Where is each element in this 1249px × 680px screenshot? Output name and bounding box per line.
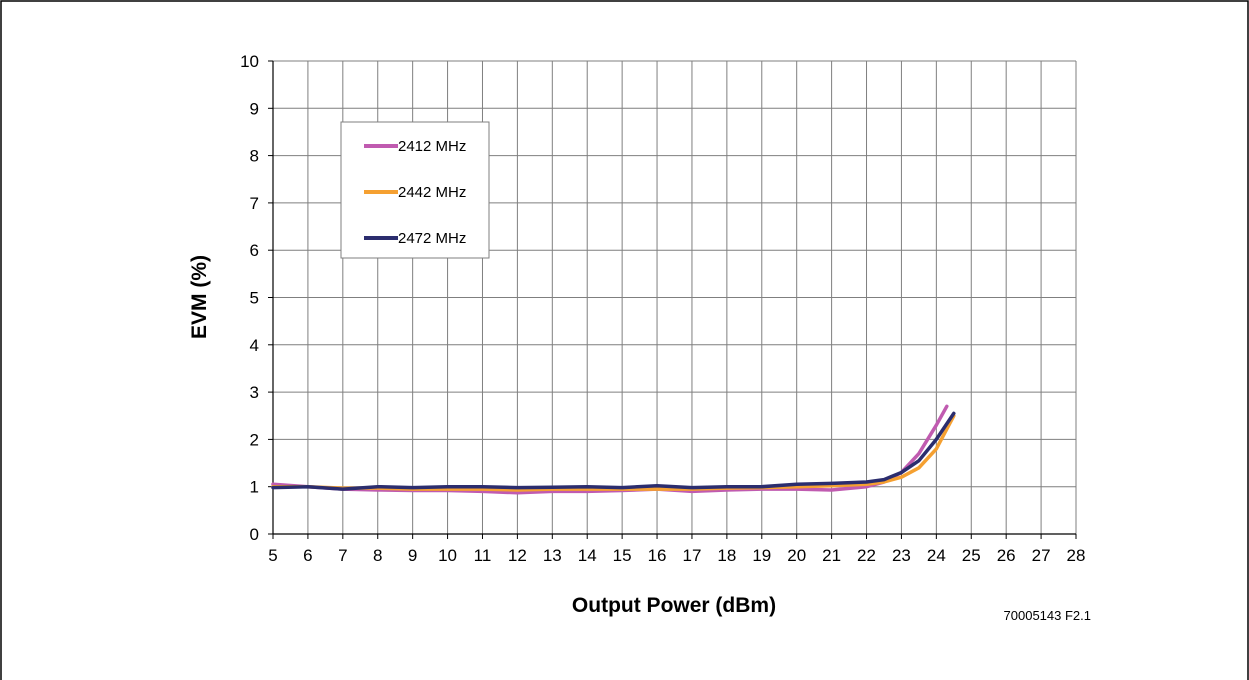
y-tick-label: 4 [250, 336, 259, 355]
y-tick-label: 2 [250, 430, 259, 449]
x-tick-label: 13 [543, 546, 562, 565]
x-tick-label: 25 [962, 546, 981, 565]
y-tick-label: 1 [250, 478, 259, 497]
y-tick-label: 0 [250, 525, 259, 544]
x-tick-label: 21 [822, 546, 841, 565]
figure-code: 70005143 F2.1 [1004, 608, 1091, 623]
x-tick-label: 19 [752, 546, 771, 565]
legend-label: 2412 MHz [398, 138, 466, 155]
y-tick-label: 8 [250, 147, 259, 166]
y-tick-label: 10 [240, 52, 259, 71]
x-tick-label: 28 [1067, 546, 1086, 565]
x-tick-label: 8 [373, 546, 382, 565]
x-tick-label: 15 [613, 546, 632, 565]
y-axis-label: EVM (%) [188, 255, 211, 339]
x-tick-label: 5 [268, 546, 277, 565]
x-tick-label: 23 [892, 546, 911, 565]
x-tick-label: 7 [338, 546, 347, 565]
y-tick-label: 3 [250, 383, 259, 402]
x-tick-label: 12 [508, 546, 527, 565]
y-tick-label: 5 [250, 289, 259, 308]
x-tick-label: 27 [1032, 546, 1051, 565]
x-tick-label: 9 [408, 546, 417, 565]
y-tick-label: 6 [250, 241, 259, 260]
x-tick-label: 18 [717, 546, 736, 565]
x-tick-label: 14 [578, 546, 597, 565]
x-tick-label: 22 [857, 546, 876, 565]
legend: 2412 MHz 2442 MHz 2472 MHz [340, 121, 490, 259]
legend-label: 2472 MHz [398, 230, 466, 247]
x-tick-label: 17 [682, 546, 701, 565]
x-tick-label: 6 [303, 546, 312, 565]
series-line-2472-mhz [271, 411, 956, 491]
y-tick-label: 7 [250, 194, 259, 213]
y-tick-label: 9 [250, 99, 259, 118]
legend-label: 2442 MHz [398, 184, 466, 201]
x-tick-label: 16 [648, 546, 667, 565]
x-tick-label: 24 [927, 546, 946, 565]
x-tick-label: 10 [438, 546, 457, 565]
x-tick-label: 26 [997, 546, 1016, 565]
x-axis-label: Output Power (dBm) [572, 594, 776, 617]
x-tick-label: 20 [787, 546, 806, 565]
x-tick-label: 11 [474, 546, 492, 565]
